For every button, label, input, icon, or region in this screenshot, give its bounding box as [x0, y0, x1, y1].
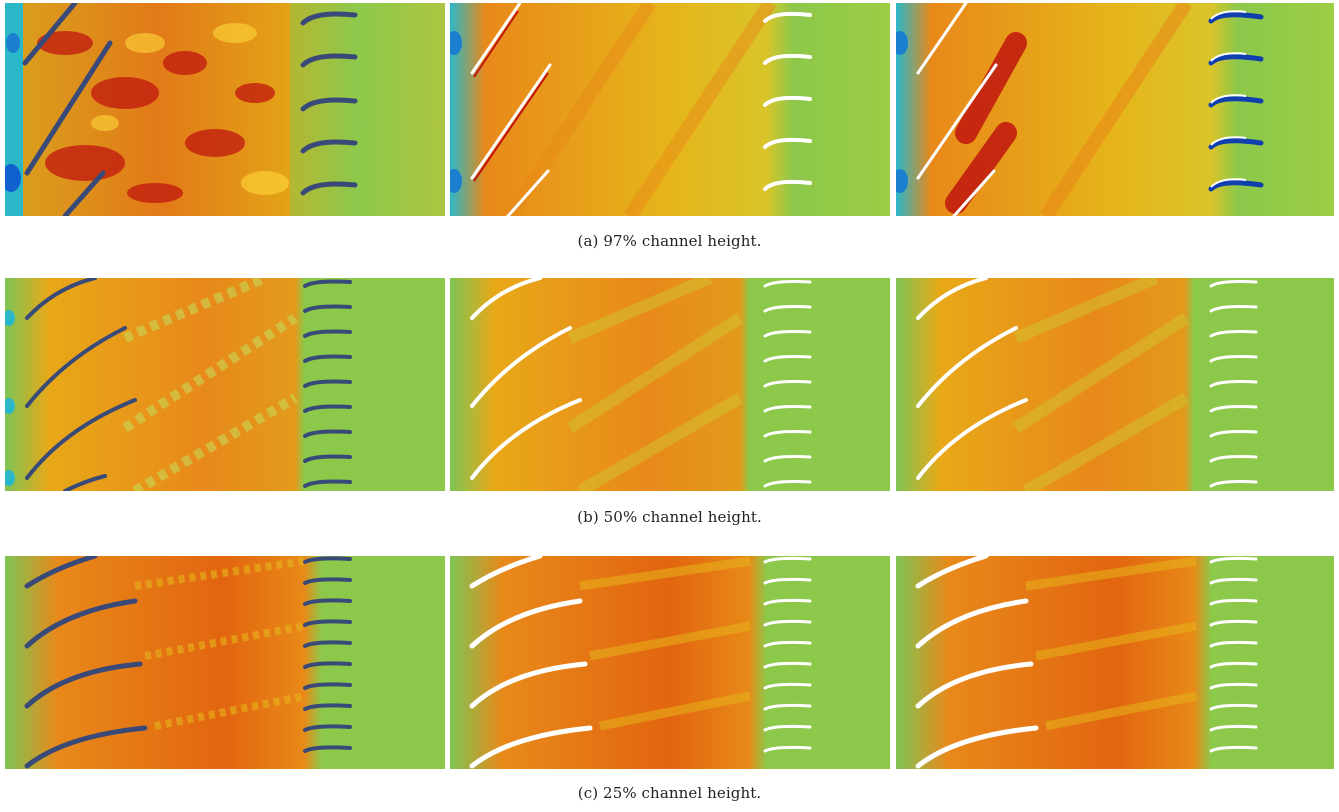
- caption-a: (a) 97% channel height.: [0, 232, 1339, 250]
- panel-b-left: [5, 278, 445, 491]
- panel-a-right: [896, 3, 1334, 216]
- caption-b-text: 50% channel height.: [603, 508, 762, 526]
- caption-c-text: 25% channel height.: [603, 784, 762, 802]
- panel-b-middle: [450, 278, 890, 491]
- caption-a-text: 97% channel height.: [603, 232, 762, 250]
- caption-a-label: (a): [577, 232, 599, 250]
- caption-c-label: (c): [577, 784, 599, 802]
- caption-b: (b) 50% channel height.: [0, 508, 1339, 526]
- panel-c-right: [896, 556, 1334, 769]
- panel-c-middle: [450, 556, 890, 769]
- panel-a-middle: [450, 3, 890, 216]
- panel-b-right: [896, 278, 1334, 491]
- caption-c: (c) 25% channel height.: [0, 784, 1339, 802]
- caption-b-label: (b): [577, 508, 599, 526]
- panel-c-left: [5, 556, 445, 769]
- panel-a-left: [5, 3, 445, 216]
